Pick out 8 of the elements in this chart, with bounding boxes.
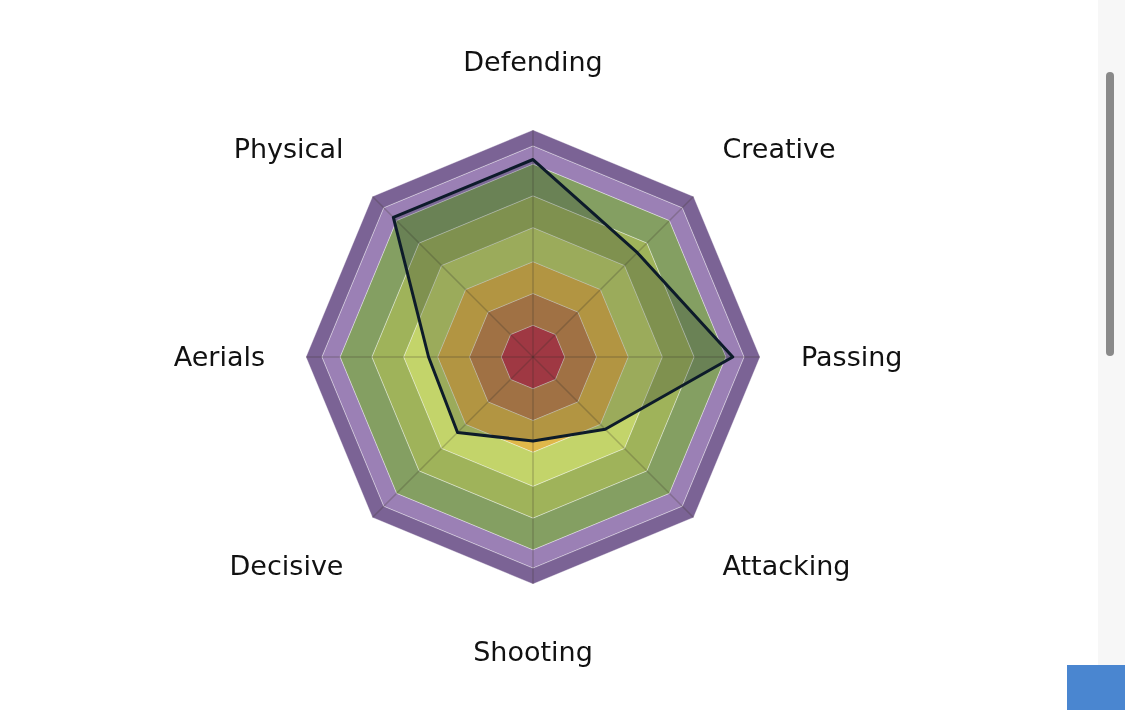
spoke-label: Shooting xyxy=(473,636,593,668)
spoke-label: Physical xyxy=(233,132,344,164)
spoke-label: Decisive xyxy=(229,550,344,582)
spoke-label: Creative xyxy=(722,132,836,164)
spoke-label: Aerials xyxy=(173,341,265,373)
spoke-label: Attacking xyxy=(722,550,851,582)
spoke-label: Defending xyxy=(463,46,603,78)
spoke-label: Passing xyxy=(801,341,903,373)
